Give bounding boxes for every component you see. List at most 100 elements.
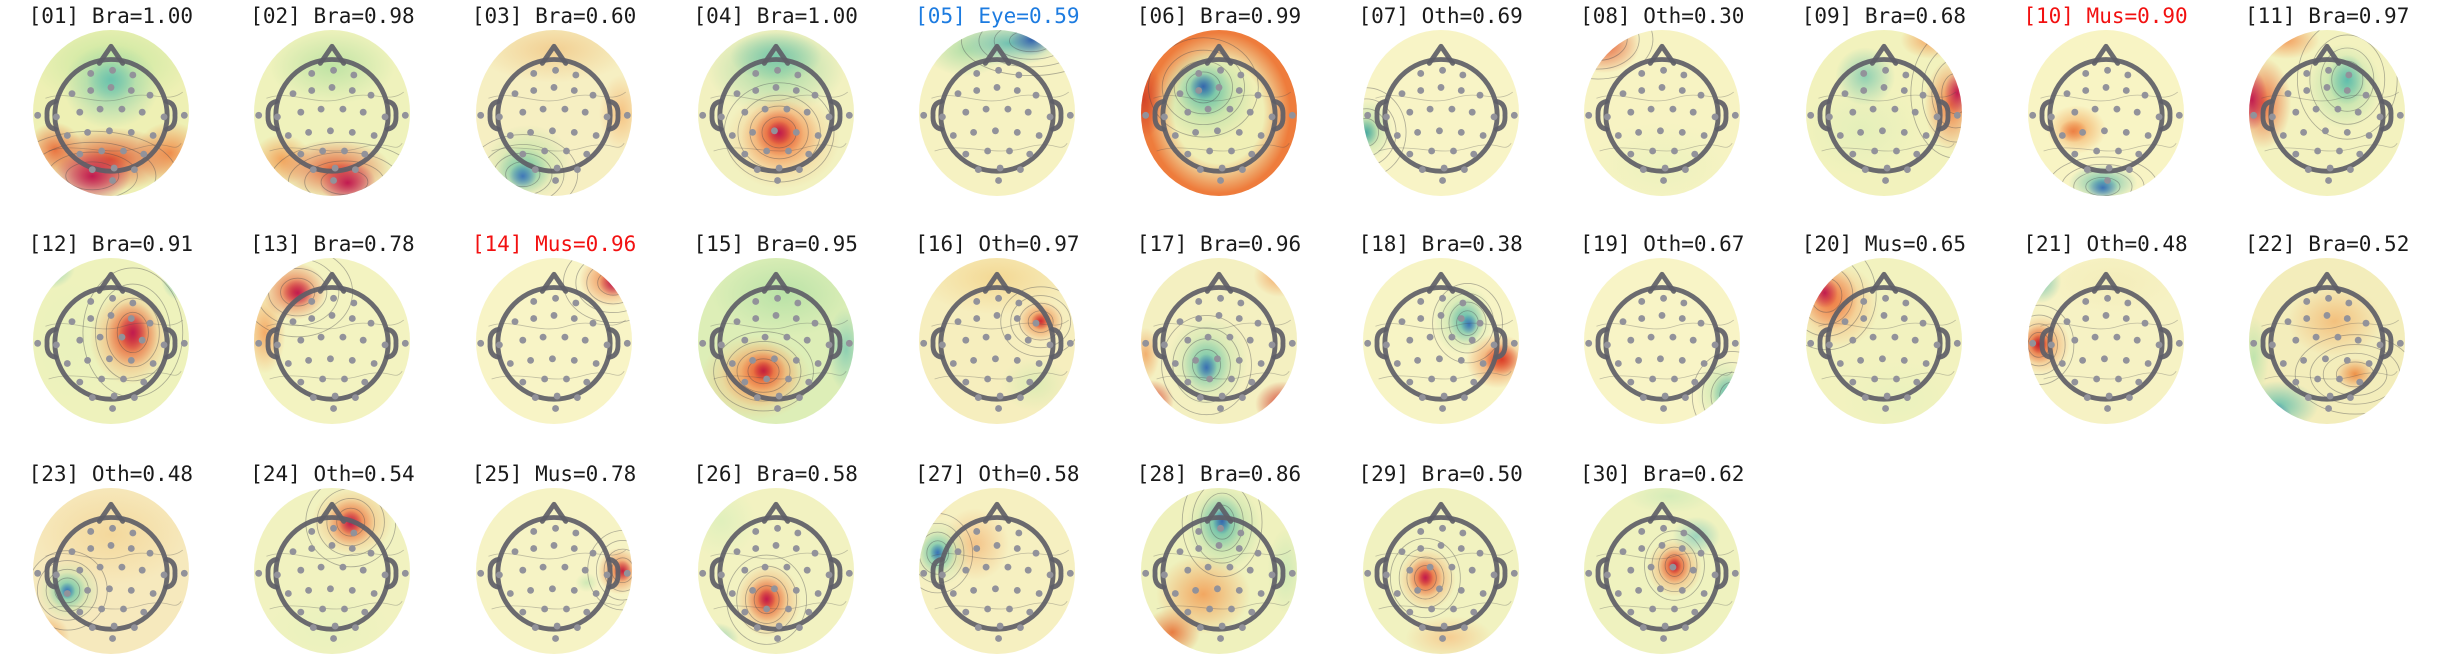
electrode-dot (1405, 608, 1413, 616)
electrode-dot (402, 569, 410, 577)
electrode-dot (382, 113, 389, 121)
electrode-dot (539, 333, 547, 341)
electrode-dot (371, 132, 378, 139)
electrode-dot (939, 571, 947, 579)
right-ear-icon (1715, 556, 1729, 590)
topomap (697, 258, 854, 424)
component-title: [08] Oth=0.30 (1580, 4, 1745, 28)
electrode-dot (1004, 333, 1012, 341)
electrode-dot (1690, 336, 1697, 344)
electrode-dot (993, 83, 1001, 91)
component-title: [23] Oth=0.48 (28, 462, 193, 486)
electrode-dot (1679, 586, 1686, 594)
electrode-dot (2344, 128, 2351, 136)
electrode-dot (1184, 566, 1192, 574)
component-title: [21] Oth=0.48 (2023, 232, 2188, 256)
topomap-overlay (698, 43, 853, 184)
electrode-dot (770, 355, 778, 363)
electrode-dot (297, 150, 305, 158)
electrode-dot (1036, 360, 1043, 367)
contour-ellipse (1181, 488, 1263, 578)
left-ear-icon (2260, 98, 2275, 132)
topomap (1805, 258, 1962, 424)
electrode-dot (1849, 108, 1857, 116)
electrode-dot (88, 394, 96, 402)
contour-ellipse (919, 513, 974, 594)
contour-ellipse (736, 349, 791, 393)
electrode-dot (1457, 87, 1465, 94)
electrode-dot (2063, 318, 2070, 326)
electrode-dot (2091, 105, 2099, 113)
left-ear-icon (1595, 556, 1610, 590)
contour-line (710, 319, 848, 330)
electrode-dot (920, 569, 928, 577)
right-ear-icon (163, 556, 178, 590)
left-ear-icon (44, 556, 58, 590)
electrode-dot (1413, 356, 1421, 364)
electrode-dot (1176, 90, 1184, 98)
electrode-dots (920, 524, 1075, 642)
electrode-dot (1228, 605, 1235, 613)
electrode-dot (992, 127, 1000, 135)
electrode-dot (1288, 339, 1296, 347)
right-ear-icon (1936, 326, 1951, 360)
electrode-dot (1682, 394, 1690, 402)
contour-ellipse (747, 358, 780, 385)
contour-line (2261, 319, 2400, 330)
electrode-dot (1640, 624, 1647, 632)
electrode-dot (1254, 549, 1262, 557)
left-ear-icon (44, 98, 58, 132)
contour-ellipse (1702, 362, 1741, 424)
electrode-dot (1206, 605, 1214, 613)
electrode-dot (496, 571, 503, 579)
electrode-dot (360, 336, 368, 344)
electrode-dot (1440, 392, 1448, 400)
electrode-dot (1382, 113, 1390, 121)
contour-ellipse (994, 30, 1070, 60)
electrode-dots (920, 66, 1075, 184)
topomap (476, 488, 633, 654)
electrode-dot (1427, 147, 1435, 155)
electrode-dot (811, 549, 819, 557)
component-title: [16] Oth=0.97 (915, 232, 1080, 256)
electrode-dot (2081, 315, 2089, 322)
electrode-dot (52, 113, 60, 121)
electrode-dot (1657, 355, 1665, 363)
electrode-dot (310, 166, 318, 174)
electrode-dot (1006, 375, 1014, 383)
contour-ellipse (761, 116, 797, 149)
contour-ellipse (288, 151, 402, 196)
electrode-dot (2397, 339, 2404, 347)
contour-line (713, 601, 847, 610)
electrode-dot (1449, 605, 1457, 613)
electrode-dot (1268, 571, 1276, 579)
electrode-dot (752, 70, 759, 77)
electrode-dot (920, 111, 928, 119)
topomap-overlay (255, 43, 411, 196)
electrode-dot (63, 132, 71, 139)
electrode-dot (297, 378, 305, 386)
electrode-dot (1660, 177, 1668, 184)
left-ear-icon (709, 98, 723, 132)
electrode-dot (2314, 147, 2322, 155)
electrode-dot (2114, 375, 2122, 383)
electrode-dot (572, 71, 580, 79)
electrode-dot (939, 113, 947, 121)
electrode-dot (1025, 108, 1032, 116)
electrode-dot (2070, 336, 2078, 344)
contour-line (713, 371, 847, 380)
electrode-dots (1142, 294, 1296, 412)
electrode-dot (773, 524, 781, 532)
electrode-dot (1635, 586, 1643, 594)
contour-line (491, 371, 625, 380)
electrode-dot (794, 299, 801, 307)
electrode-dot (290, 318, 297, 326)
electrode-dot (1226, 105, 1234, 113)
electrode-dot (1026, 378, 1034, 386)
component-cell: [18] Bra=0.38 (1330, 222, 1552, 450)
contour-ellipse (2297, 30, 2398, 140)
electrode-dot (180, 339, 188, 347)
electrode-dot (1459, 529, 1466, 537)
contour-line (48, 143, 182, 152)
electrode-dot (318, 563, 325, 571)
